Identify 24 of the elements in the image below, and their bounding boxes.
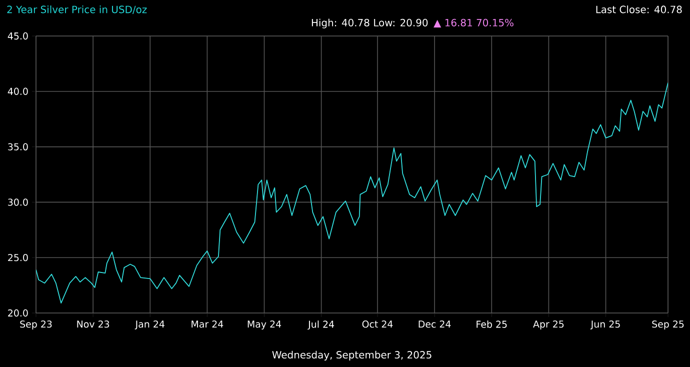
x-tick-label: May 24 — [248, 320, 282, 330]
x-tick-label: Apr 25 — [533, 320, 564, 330]
x-tick-label: Jun 25 — [590, 320, 620, 330]
chart-title: 2 Year Silver Price in USD/oz — [7, 6, 147, 14]
text: Last Close: 40.78 — [596, 6, 682, 14]
x-tick-label: Sep 23 — [20, 320, 52, 330]
x-tick-label: Feb 25 — [476, 320, 507, 328]
y-tick-label: 40.0 — [8, 88, 28, 95]
x-tick-label: Nov 23 — [77, 320, 110, 328]
y-tick-label: 20.0 — [8, 309, 28, 317]
x-tick-label: Jan 24 — [134, 320, 164, 330]
y-tick-label: 25.0 — [8, 254, 28, 262]
y-tick-label: 30.0 — [8, 198, 28, 206]
x-tick-label: Mar 24 — [192, 320, 224, 328]
chart-subtitle: High: 40.78 Low: 20.90 — [312, 18, 428, 28]
line-series — [36, 82, 668, 304]
x-tick-label: Oct 24 — [362, 320, 393, 328]
x-tick-label: Jul 24 — [308, 320, 334, 330]
text: ▲ 16.81 70.15% — [434, 18, 514, 28]
x-tick-label: Sep 25 — [652, 320, 684, 330]
y-tick-label: 45.0 — [8, 32, 28, 40]
y-tick-label: 35.0 — [8, 143, 28, 150]
text: Wednesday, September 3, 2025 — [272, 350, 432, 360]
x-tick-label: Dec 24 — [418, 320, 451, 328]
